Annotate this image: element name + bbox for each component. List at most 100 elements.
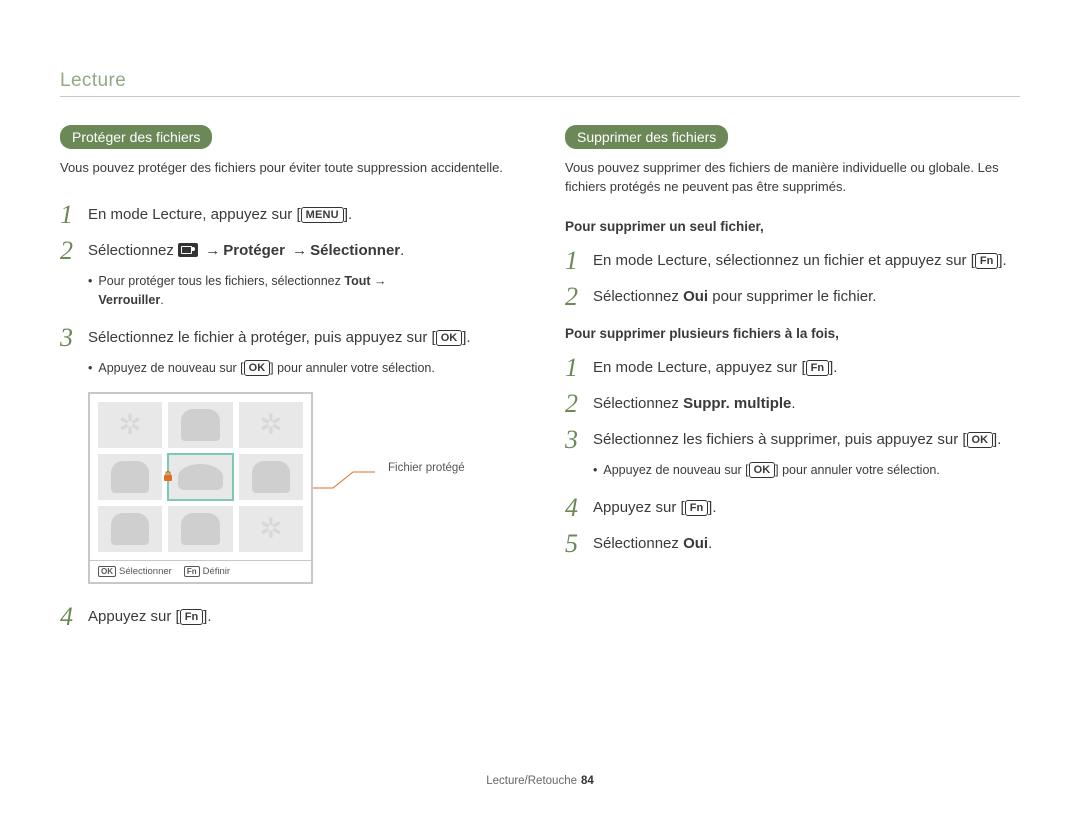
- delete-multi-step-1: 1 En mode Lecture, appuyez sur [Fn].: [565, 353, 1020, 381]
- text-bold: Tout: [344, 274, 370, 288]
- text: ] pour annuler votre sélection.: [270, 361, 435, 375]
- bar-label: Définir: [203, 566, 230, 577]
- page-number: 84: [581, 775, 594, 787]
- section-title: Lecture: [60, 70, 1020, 97]
- folder-settings-icon: [178, 243, 198, 257]
- flower-icon: ✲: [259, 515, 282, 543]
- arrow-icon: →: [205, 242, 220, 259]
- step-text: Sélectionnez Suppr. multiple.: [593, 389, 796, 416]
- silhouette-icon: [111, 461, 150, 493]
- fn-key-icon: Fn: [975, 253, 998, 269]
- lock-icon: [162, 470, 174, 482]
- silhouette-icon: [252, 461, 291, 493]
- text: Sélectionnez: [593, 288, 683, 305]
- text: .: [708, 535, 712, 552]
- delete-single-step-2: 2 Sélectionnez Oui pour supprimer le fic…: [565, 282, 1020, 310]
- arrow-icon: →: [292, 242, 307, 259]
- pill-protect: Protéger des fichiers: [60, 125, 212, 149]
- text: Appuyez de nouveau sur [: [98, 361, 243, 375]
- text-bold: Oui: [683, 288, 708, 305]
- ok-key-icon: OK: [436, 330, 463, 346]
- text: ].: [462, 329, 470, 346]
- step-text: Sélectionnez Oui.: [593, 529, 712, 556]
- step-number: 5: [565, 529, 593, 557]
- bullet: Appuyez de nouveau sur [OK] pour annuler…: [88, 359, 515, 378]
- two-column-layout: Protéger des fichiers Vous pouvez protég…: [60, 125, 1020, 638]
- manual-page: Lecture Protéger des fichiers Vous pouve…: [0, 0, 1080, 668]
- screen-bottom-bar: OKSélectionner FnDéfinir: [90, 560, 311, 582]
- text: ].: [993, 431, 1001, 448]
- fn-key-icon: Fn: [180, 609, 203, 625]
- thumbnail: [239, 454, 303, 500]
- delete-multi-step-4: 4 Appuyez sur [Fn].: [565, 493, 1020, 521]
- silhouette-icon: [178, 464, 223, 489]
- callout-line: [323, 470, 378, 494]
- bullet: Appuyez de nouveau sur [OK] pour annuler…: [593, 461, 1020, 480]
- flower-icon: ✲: [118, 411, 141, 439]
- fn-key-icon: Fn: [806, 360, 829, 376]
- step-text: Appuyez sur [Fn].: [593, 493, 717, 520]
- silhouette-icon: [111, 513, 150, 545]
- silhouette-icon: [181, 513, 220, 545]
- text-bold: Sélectionner: [310, 242, 400, 259]
- camera-screen: ✲ ✲ ✲: [88, 392, 313, 584]
- step-number: 2: [60, 236, 88, 264]
- thumbnail: ✲: [239, 506, 303, 552]
- protect-step-4: 4 Appuyez sur [Fn].: [60, 602, 515, 630]
- bar-label: Sélectionner: [119, 566, 172, 577]
- text: ].: [998, 252, 1006, 269]
- text: Appuyez sur [: [88, 608, 180, 625]
- text: Sélectionnez: [593, 395, 683, 412]
- step-number: 1: [565, 353, 593, 381]
- text: ].: [829, 359, 837, 376]
- step-text: Sélectionnez →Protéger →Sélectionner.: [88, 236, 404, 263]
- step-number: 1: [565, 246, 593, 274]
- step-number: 1: [60, 200, 88, 228]
- text: .: [791, 395, 795, 412]
- fn-key-icon: Fn: [184, 566, 200, 577]
- step-number: 2: [565, 282, 593, 310]
- delete-multi-step-3-note: Appuyez de nouveau sur [OK] pour annuler…: [593, 461, 1020, 480]
- delete-multi-step-5: 5 Sélectionnez Oui.: [565, 529, 1020, 557]
- protect-step-2-note: Pour protéger tous les fichiers, sélecti…: [88, 272, 515, 310]
- thumbnail: [168, 506, 232, 552]
- arrow-icon: →: [371, 274, 387, 288]
- protect-step-3-note: Appuyez de nouveau sur [OK] pour annuler…: [88, 359, 515, 378]
- step-number: 3: [60, 323, 88, 351]
- step-text: Appuyez sur [Fn].: [88, 602, 212, 629]
- silhouette-icon: [181, 409, 220, 441]
- left-column: Protéger des fichiers Vous pouvez protég…: [60, 125, 515, 638]
- menu-key-icon: MENU: [301, 207, 344, 223]
- step-number: 3: [565, 425, 593, 453]
- thumbnail: ✲: [98, 402, 162, 448]
- delete-single-heading: Pour supprimer un seul fichier,: [565, 219, 1020, 234]
- text: pour supprimer le fichier.: [708, 288, 876, 305]
- step-number: 4: [565, 493, 593, 521]
- footer-path: Lecture/Retouche: [486, 775, 577, 787]
- ok-key-icon: OK: [98, 566, 116, 577]
- text: Appuyez sur [: [593, 499, 685, 516]
- text: .: [160, 293, 163, 307]
- ok-key-icon: OK: [244, 360, 271, 376]
- text: Sélectionnez le fichier à protéger, puis…: [88, 329, 436, 346]
- delete-intro: Vous pouvez supprimer des fichiers de ma…: [565, 159, 1020, 197]
- thumbnail: ✲: [239, 402, 303, 448]
- step-text: En mode Lecture, appuyez sur [Fn].: [593, 353, 837, 380]
- thumbnail-selected: [168, 454, 232, 500]
- right-column: Supprimer des fichiers Vous pouvez suppr…: [565, 125, 1020, 638]
- bullet: Pour protéger tous les fichiers, sélecti…: [88, 272, 515, 310]
- pill-delete: Supprimer des fichiers: [565, 125, 728, 149]
- delete-multiple-heading: Pour supprimer plusieurs fichiers à la f…: [565, 326, 1020, 341]
- thumbnail: [98, 454, 162, 500]
- text: Sélectionnez les fichiers à supprimer, p…: [593, 431, 967, 448]
- text: ] pour annuler votre sélection.: [775, 463, 940, 477]
- callout-label: Fichier protégé: [388, 462, 465, 474]
- text-bold: Oui: [683, 535, 708, 552]
- text: En mode Lecture, sélectionnez un fichier…: [593, 252, 975, 269]
- text: .: [400, 242, 404, 259]
- step-number: 4: [60, 602, 88, 630]
- delete-single-step-1: 1 En mode Lecture, sélectionnez un fichi…: [565, 246, 1020, 274]
- fn-key-icon: Fn: [685, 500, 708, 516]
- delete-multi-step-2: 2 Sélectionnez Suppr. multiple.: [565, 389, 1020, 417]
- ok-key-icon: OK: [749, 462, 776, 478]
